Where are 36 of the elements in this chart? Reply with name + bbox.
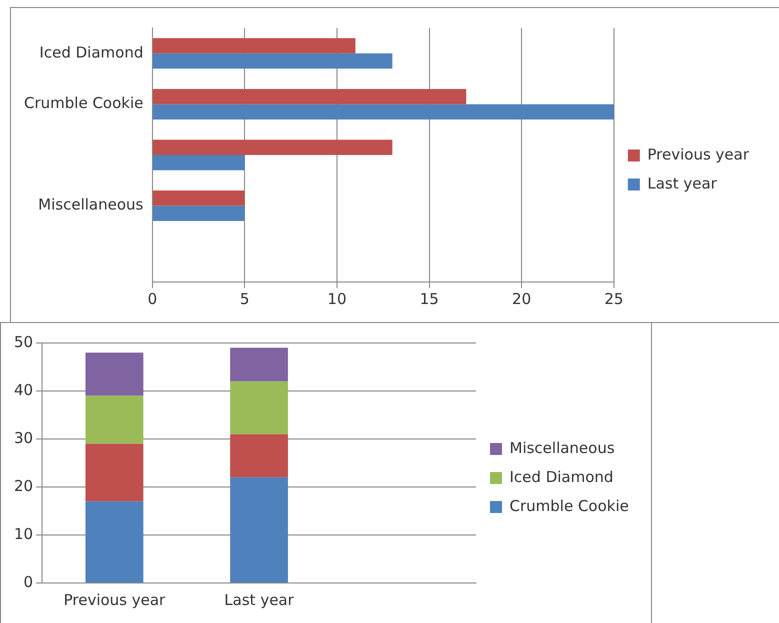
bar bbox=[230, 434, 288, 478]
x-tick-label: 10 bbox=[327, 290, 347, 308]
x-tick-label: 20 bbox=[512, 290, 532, 308]
legend-label: Iced Diamond bbox=[510, 468, 614, 486]
y-tick-label: 40 bbox=[14, 380, 34, 399]
bar bbox=[152, 140, 392, 155]
y-tick-label: Miscellaneous bbox=[38, 196, 144, 214]
bar bbox=[152, 104, 614, 120]
y-tick-label: 20 bbox=[14, 476, 34, 495]
legend-label: Crumble Cookie bbox=[510, 496, 629, 515]
bar bbox=[152, 206, 245, 222]
bar bbox=[230, 348, 288, 382]
legend-label: Previous year bbox=[647, 145, 750, 164]
x-tick-label: 25 bbox=[604, 290, 624, 308]
bar bbox=[85, 396, 144, 444]
bar bbox=[85, 444, 144, 502]
y-tick-label: Crumble Cookie bbox=[24, 94, 144, 112]
bar bbox=[85, 501, 144, 582]
bar bbox=[230, 477, 288, 582]
x-tick-label: 15 bbox=[420, 290, 439, 308]
y-tick-label: 10 bbox=[14, 524, 34, 543]
legend-label: Last year bbox=[647, 174, 718, 192]
y-tick-label: 50 bbox=[14, 332, 34, 351]
bar bbox=[152, 88, 466, 104]
x-tick-label: 5 bbox=[240, 290, 250, 308]
bar bbox=[152, 155, 245, 170]
legend-label: Miscellaneous bbox=[510, 438, 615, 457]
bar bbox=[152, 38, 356, 54]
y-tick-label: 30 bbox=[14, 428, 34, 447]
y-tick-label: Iced Diamond bbox=[39, 43, 144, 62]
bar bbox=[152, 53, 392, 69]
bar bbox=[152, 190, 245, 206]
x-tick-label: 0 bbox=[148, 290, 158, 308]
y-tick-label: 0 bbox=[24, 572, 34, 591]
bar bbox=[85, 352, 144, 396]
bar bbox=[230, 381, 288, 434]
